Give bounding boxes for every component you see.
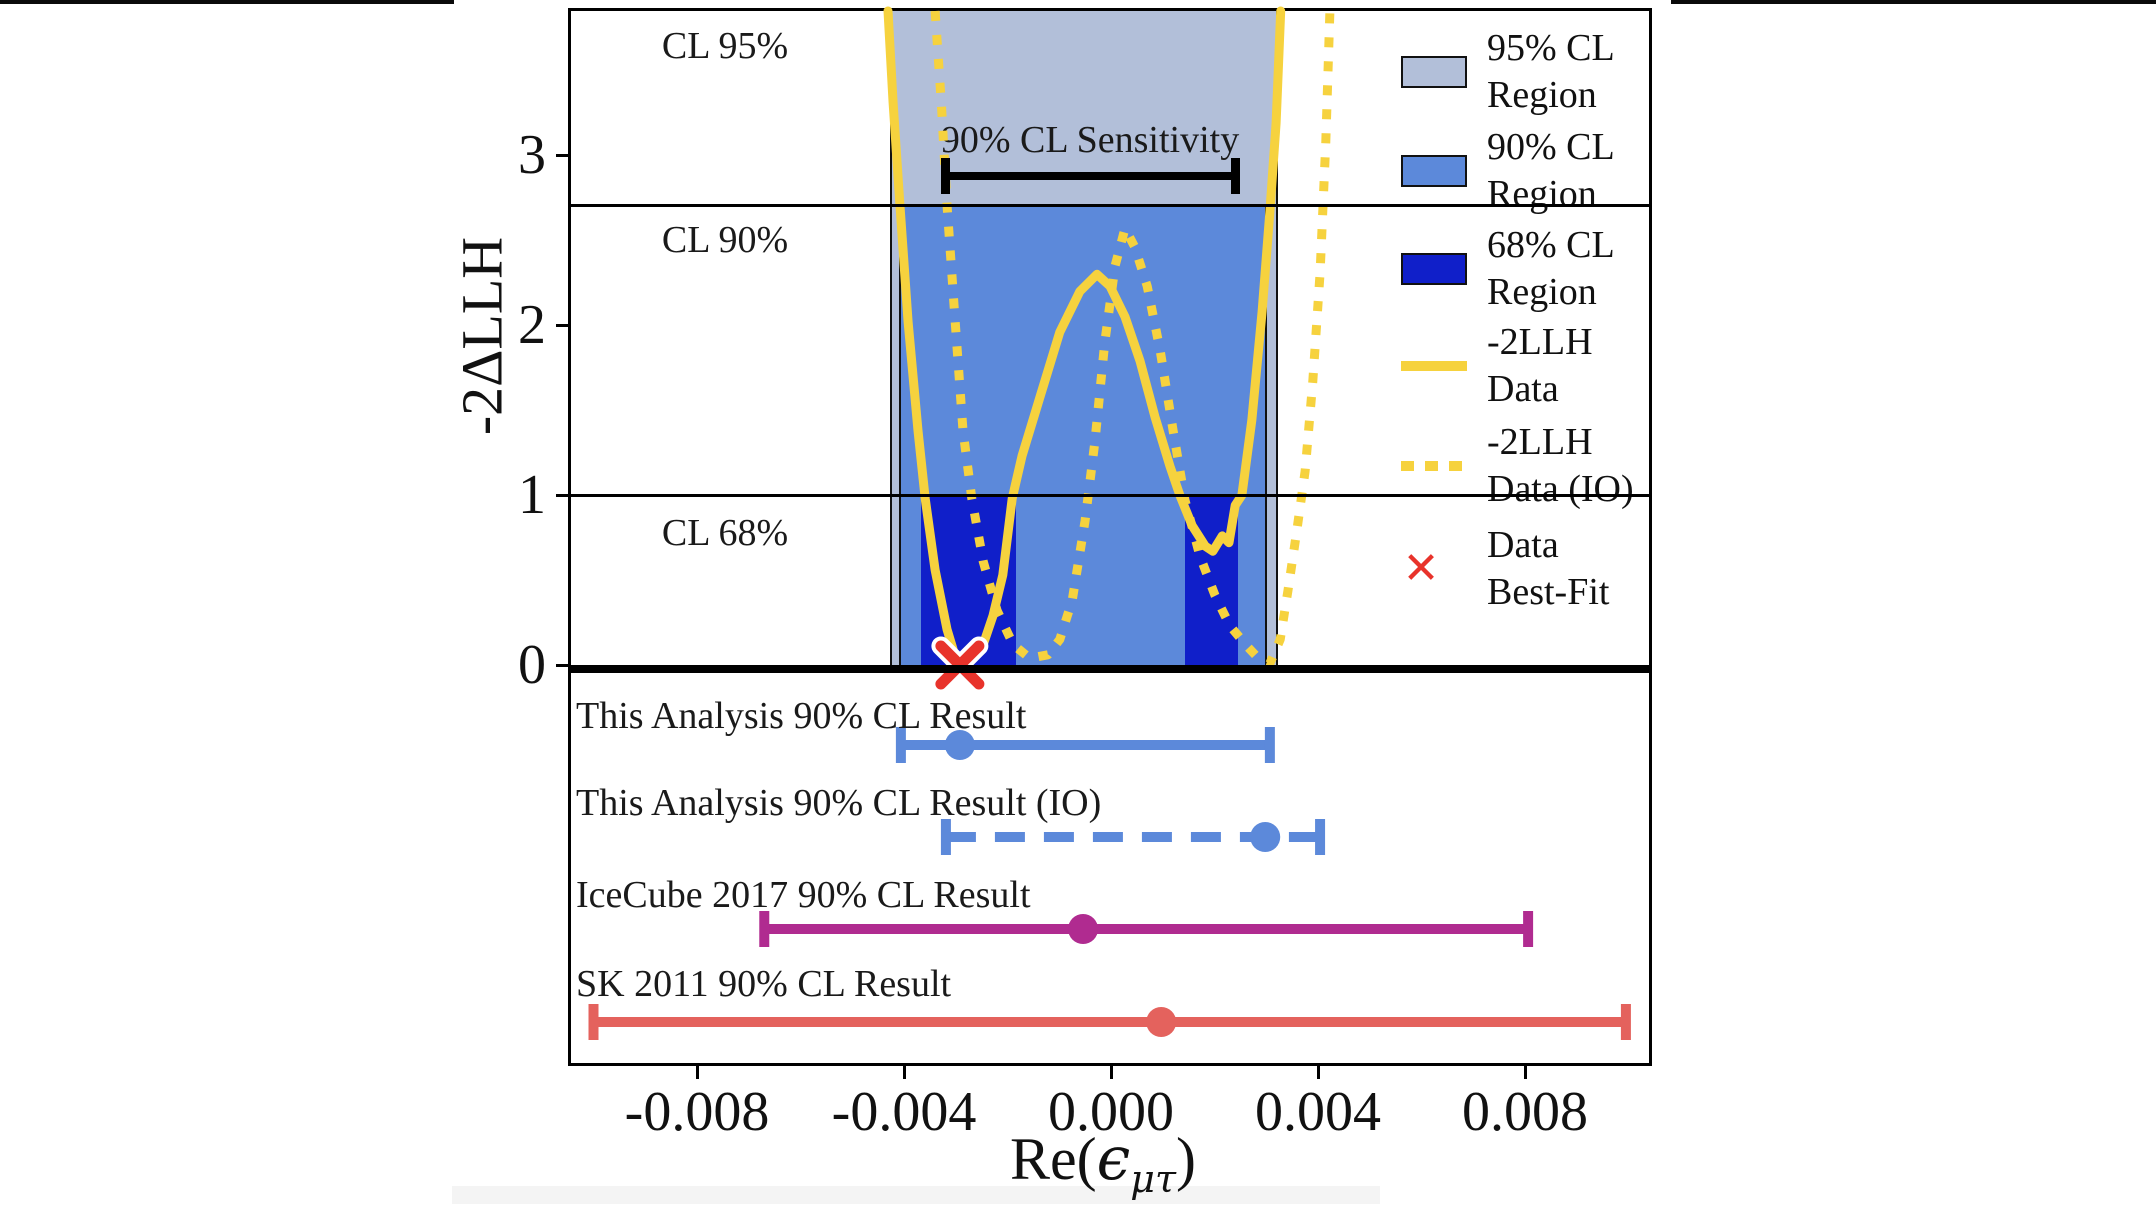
cl90-line [571,203,1649,207]
y-tick-mark [556,664,569,667]
cl90-annotation: CL 90% [661,219,789,261]
result-row-label: This Analysis 90% CL Result (IO) [576,782,1102,824]
x-tick-label: -0.008 [624,1081,770,1143]
zero-axis-divider-line [571,665,1649,673]
legend-label-line2: Data [1487,368,1559,410]
legend-item: 68% CL Region [1401,222,1647,316]
y-tick-mark [556,494,569,498]
xlabel-suffix: ) [1175,1126,1196,1192]
sensitivity-bar-cap [1231,157,1241,194]
legend-item-label: -2LLH Data [1487,319,1593,413]
result-best-fit-marker [1068,914,1099,944]
legend-label-line1: 95% CL [1487,27,1615,69]
epsilon-symbol: ϵ [1096,1124,1131,1194]
legend-label-line1: 68% CL [1487,224,1615,266]
cl68-line [571,494,1649,498]
result-errorbars [588,727,1631,1040]
cl68-annotation: CL 68% [661,512,789,554]
legend-label-line1: -2LLH [1487,321,1593,363]
legend-item-label: -2LLH Data (IO) [1487,419,1634,513]
y-tick-label: 2 [518,294,546,357]
curve-2llh-data-io [930,10,1335,668]
legend-item-label: Data Best-Fit [1487,522,1609,616]
x-tick-mark [1524,1066,1527,1079]
xlabel-subscript: μτ [1130,1157,1176,1201]
legend-item: ✕ Data Best-Fit [1401,522,1647,616]
solid-line-swatch [1401,361,1467,371]
legend-label-line2: Best-Fit [1487,571,1610,613]
legend-label-line1: 90% CL [1487,126,1615,168]
result-best-fit-marker [1146,1007,1177,1037]
legend-label-line2: Region [1487,74,1597,116]
x-marker-swatch: ✕ [1402,543,1440,594]
top-border-line-left [0,0,454,4]
xlabel-prefix: Re( [1010,1126,1097,1192]
legend-item-label: 68% CL Region [1487,222,1615,316]
curve-2llh-data [883,6,1286,668]
x-tick-label: -0.004 [831,1081,977,1143]
legend-item: -2LLH Data [1401,319,1647,413]
x-tick-mark [1317,1066,1320,1079]
x-tick-mark [1110,1066,1113,1079]
bottom-gray-strip [452,1186,1380,1204]
sensitivity-bar-cap [940,157,950,194]
legend-item: -2LLH Data (IO) [1401,419,1647,513]
cl95-annotation: CL 95% [661,25,789,67]
legend-item: 95% CL Region [1401,25,1647,119]
legend-label-line2: Region [1487,173,1597,215]
result-row-label: This Analysis 90% CL Result [576,695,1027,737]
legend-item: 90% CL Region [1401,124,1647,218]
region-95-swatch [1401,56,1467,88]
sensitivity-bar [944,171,1236,180]
top-border-line-right [1671,0,2156,4]
legend: 95% CL Region 90% CL Region 68% CL Region -2LL… [1373,13,1647,663]
y-tick-label: 0 [518,634,546,696]
x-tick-label: 0.008 [1462,1081,1588,1143]
lower-results-panel: This Analysis 90% CL Result This Analysis… [571,673,1649,1063]
legend-label-line2: Data (IO) [1487,468,1634,510]
dotted-line-swatch [1401,461,1467,471]
result-row-label: SK 2011 90% CL Result [576,963,952,1005]
legend-item-label: 95% CL Region [1487,25,1615,119]
y-tick-label: 1 [518,464,546,527]
region-90-swatch [1401,155,1467,187]
x-tick-label: 0.000 [1048,1081,1174,1143]
result-best-fit-marker [944,730,975,760]
legend-label-line1: Data [1487,524,1559,566]
y-tick-mark [556,154,569,158]
sensitivity-annotation: 90% CL Sensitivity [940,118,1240,161]
result-row-label: IceCube 2017 90% CL Result [576,874,1031,916]
legend-label-line1: -2LLH [1487,421,1593,463]
y-tick-label: 3 [518,124,546,187]
x-axis-label: Re(ϵμτ) [1010,1124,1196,1201]
x-tick-label: 0.004 [1255,1081,1381,1143]
legend-item-label: 90% CL Region [1487,124,1615,218]
legend-label-line2: Region [1487,271,1597,313]
upper-likelihood-panel: CL 95% CL 90% CL 68% 90% CL Sensitivity … [571,6,1649,694]
result-best-fit-marker [1250,822,1281,852]
y-tick-mark [556,324,569,328]
x-tick-mark [696,1066,699,1079]
x-tick-mark [903,1066,906,1079]
region-68-swatch [1401,253,1467,285]
plot-box: CL 95% CL 90% CL 68% 90% CL Sensitivity … [568,6,1652,1066]
